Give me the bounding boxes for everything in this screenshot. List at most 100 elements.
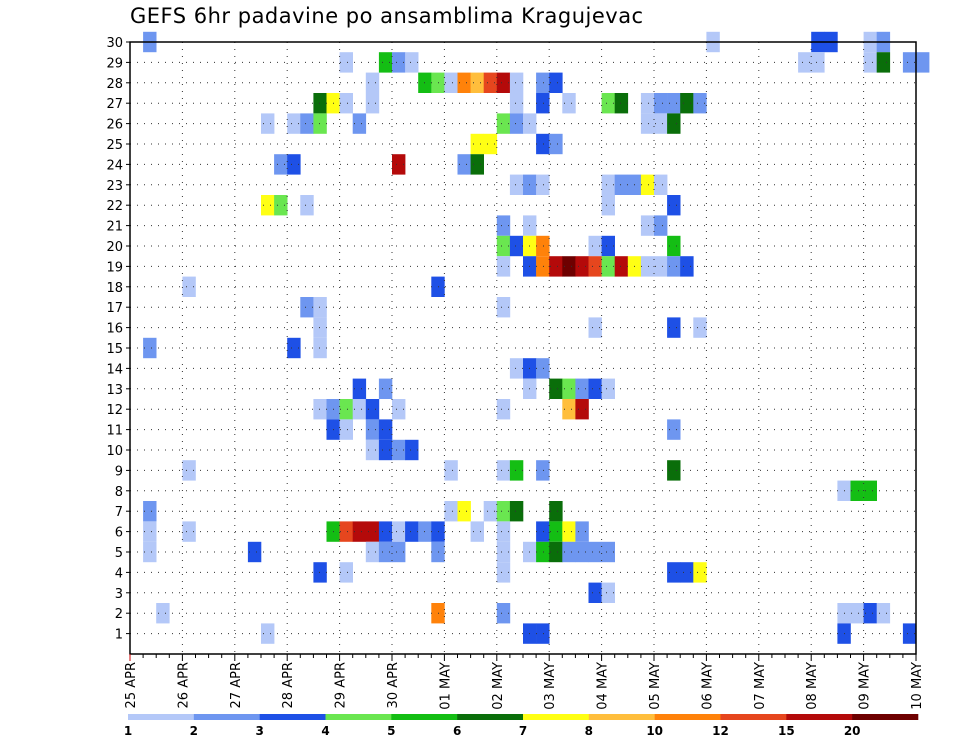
heatmap-cell bbox=[143, 521, 157, 542]
colorbar-label: 1 bbox=[124, 724, 132, 738]
colorbar-label: 8 bbox=[585, 724, 593, 738]
heatmap-cell bbox=[365, 439, 380, 461]
y-tick-label: 21 bbox=[106, 220, 123, 235]
heatmap-cell bbox=[667, 256, 681, 277]
colorbar-label: 6 bbox=[453, 724, 461, 738]
y-tick-label: 27 bbox=[106, 97, 123, 112]
heatmap-cell bbox=[261, 113, 275, 134]
heatmap-cell bbox=[156, 603, 170, 624]
y-tick-label: 25 bbox=[106, 138, 123, 153]
y-tick-label: 20 bbox=[106, 240, 123, 255]
heatmap-cell bbox=[654, 113, 668, 134]
heatmap-cell bbox=[509, 460, 524, 481]
y-tick-label: 22 bbox=[106, 199, 123, 214]
y-tick-label: 6 bbox=[115, 526, 123, 541]
heatmap-cell bbox=[313, 317, 327, 338]
colorbar-swatch bbox=[720, 714, 787, 720]
chart-title: GEFS 6hr padavine po ansamblima Kragujev… bbox=[130, 4, 644, 28]
heatmap-cell bbox=[313, 297, 327, 318]
heatmap-cell bbox=[352, 399, 367, 420]
colorbar-swatch bbox=[325, 714, 392, 720]
heatmap-cell bbox=[182, 276, 196, 297]
heatmap-cell bbox=[575, 378, 589, 399]
y-tick-label: 26 bbox=[106, 118, 123, 133]
heatmap-cell bbox=[392, 439, 406, 461]
heatmap-cell bbox=[536, 133, 550, 155]
colorbar-label: 4 bbox=[321, 724, 329, 738]
heatmap-cell bbox=[536, 541, 550, 563]
heatmap-cell bbox=[313, 113, 327, 134]
x-tick-label: 10 MAY bbox=[910, 662, 925, 710]
heatmap-cell bbox=[378, 52, 393, 73]
colorbar-swatch bbox=[523, 714, 590, 720]
heatmap-cell bbox=[588, 582, 602, 603]
y-tick-label: 2 bbox=[115, 607, 123, 622]
heatmap-cell bbox=[680, 562, 694, 583]
x-tick-label: 08 MAY bbox=[805, 662, 820, 710]
x-tick-label: 07 MAY bbox=[753, 662, 768, 710]
heatmap-cell bbox=[496, 562, 511, 583]
heatmap-cell bbox=[680, 256, 694, 277]
y-tick-label: 12 bbox=[106, 403, 123, 418]
heatmap-cell bbox=[470, 133, 484, 155]
colorbar-label: 7 bbox=[519, 724, 527, 738]
heatmap-cell bbox=[562, 93, 576, 114]
heatmap-cell bbox=[667, 317, 681, 338]
heatmap-cell bbox=[863, 603, 877, 624]
colorbar-label: 12 bbox=[712, 724, 729, 738]
colorbar-swatch bbox=[786, 714, 853, 720]
heatmap-cell bbox=[444, 501, 458, 522]
heatmap-cell bbox=[405, 521, 419, 542]
heatmap-cell bbox=[811, 52, 825, 73]
heatmap-cell bbox=[496, 501, 511, 522]
y-tick-label: 15 bbox=[106, 342, 123, 357]
y-tick-label: 11 bbox=[106, 424, 123, 439]
heatmap-cell bbox=[496, 399, 511, 420]
colorbar-swatch bbox=[193, 714, 260, 720]
heatmap-cell bbox=[444, 72, 458, 93]
heatmap-cell bbox=[392, 399, 406, 420]
y-tick-label: 9 bbox=[115, 464, 123, 479]
y-tick-label: 3 bbox=[115, 587, 123, 602]
heatmap-cell bbox=[562, 256, 576, 277]
heatmap-cell bbox=[588, 378, 602, 399]
heatmap-cell bbox=[300, 297, 314, 318]
heatmap-cell bbox=[588, 541, 602, 563]
heatmap-cell bbox=[549, 72, 563, 93]
heatmap-cell bbox=[339, 52, 353, 73]
heatmap-cell bbox=[601, 195, 615, 216]
heatmap-cell bbox=[640, 215, 655, 236]
colorbar-label: 5 bbox=[387, 724, 395, 738]
heatmap-cell bbox=[850, 480, 864, 501]
heatmap-cell bbox=[378, 541, 393, 563]
heatmap-cell bbox=[339, 399, 353, 420]
heatmap-cell bbox=[640, 174, 655, 195]
y-tick-label: 24 bbox=[106, 158, 123, 173]
heatmap-cell bbox=[667, 93, 681, 114]
heatmap-cell bbox=[693, 562, 707, 583]
heatmap-cell bbox=[392, 154, 406, 175]
heatmap-cell bbox=[339, 562, 353, 583]
y-tick-label: 19 bbox=[106, 260, 123, 275]
heatmap-cell bbox=[274, 195, 288, 216]
heatmap-cell bbox=[261, 623, 275, 644]
heatmap-cell bbox=[654, 174, 668, 195]
heatmap-cell bbox=[509, 93, 524, 114]
heatmap-cell bbox=[536, 521, 550, 542]
heatmap-cell bbox=[549, 378, 563, 399]
y-tick-label: 4 bbox=[115, 566, 123, 581]
heatmap-cell bbox=[614, 93, 629, 114]
heatmap-cell bbox=[536, 256, 550, 277]
heatmap-cell bbox=[365, 72, 380, 93]
y-tick-label: 23 bbox=[106, 179, 123, 194]
heatmap-cell bbox=[365, 521, 380, 542]
heatmap-cell bbox=[261, 195, 275, 216]
heatmap-cell bbox=[496, 460, 511, 481]
heatmap-cell bbox=[300, 195, 314, 216]
colorbar-swatch bbox=[259, 714, 326, 720]
heatmap-cell bbox=[601, 541, 615, 563]
y-tick-label: 29 bbox=[106, 56, 123, 71]
x-tick-label: 05 MAY bbox=[648, 662, 663, 710]
heatmap-cell bbox=[483, 133, 498, 155]
y-tick-label: 28 bbox=[106, 77, 123, 92]
